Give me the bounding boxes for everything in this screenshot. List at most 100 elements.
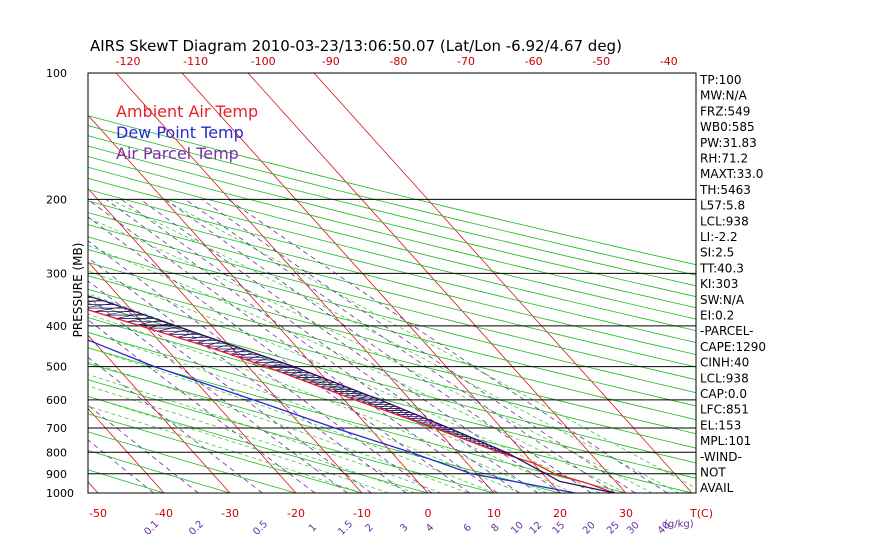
mixing-ratio-unit-label: (g/kg) (664, 519, 694, 530)
pressure-tick-label: 700 (46, 422, 67, 435)
cape-hatch-line (361, 397, 375, 403)
cape-hatch-line (437, 424, 442, 430)
mixing-ratio-tick-label: 20 (581, 520, 598, 537)
dry-adiabat-line (88, 177, 696, 332)
bottom-temp-tick-label: -30 (221, 507, 239, 520)
stability-index: RH:71.2 (700, 152, 748, 166)
dry-adiabat-line (88, 125, 696, 276)
mixing-ratio-tick-label: 10 (509, 520, 526, 537)
pressure-tick-label: 400 (46, 320, 67, 333)
mixing-ratio-tick-label: 3 (398, 522, 410, 534)
cape-hatch-line (126, 316, 151, 323)
stability-index: LFC:851 (700, 403, 749, 417)
cape-hatch-line (343, 390, 358, 397)
cape-hatch-line (295, 372, 311, 378)
stability-index: CINH:40 (700, 356, 749, 370)
cape-hatch-line (167, 329, 188, 335)
mixing-ratio-line (228, 199, 668, 493)
mixing-ratio-tick-label: 12 (528, 520, 545, 537)
stability-index: MAXT:33.0 (700, 167, 763, 181)
mixing-ratio-tick-label: 8 (489, 522, 501, 534)
cape-hatch-line (332, 386, 347, 392)
top-temp-tick-label: -80 (389, 55, 407, 68)
stability-index: SI:2.5 (700, 246, 734, 260)
dry-adiabat-line (88, 379, 495, 493)
mixing-ratio-tick-label: 15 (551, 520, 568, 537)
moist-adiabat-line (88, 270, 600, 493)
pressure-tick-label: 300 (46, 267, 67, 280)
cape-hatch-line (147, 323, 170, 329)
stability-index: -PARCEL- (700, 324, 754, 338)
stability-index: CAPE:1290 (700, 340, 766, 354)
cape-hatch-line (105, 310, 132, 316)
mixing-ratio-tick-label: 0.2 (187, 519, 206, 538)
bottom-temp-tick-label: -50 (89, 507, 107, 520)
dry-adiabat-line (88, 145, 696, 298)
dry-adiabat-line (88, 288, 696, 449)
chart-title: AIRS SkewT Diagram 2010-03-23/13:06:50.0… (90, 37, 622, 55)
top-temp-tick-label: -50 (592, 55, 610, 68)
cape-hatch-line (314, 379, 329, 385)
cape-hatch-line (406, 413, 414, 419)
cape-hatch-line (195, 338, 213, 344)
cape-hatch-line (230, 349, 246, 355)
stability-index: AVAIL (700, 481, 734, 495)
stability-index: SW:N/A (700, 293, 745, 307)
temperature-profile-line (88, 309, 615, 493)
cape-hatch-line (378, 403, 390, 409)
cape-hatch-line (320, 381, 335, 388)
stability-index: KI:303 (700, 277, 738, 291)
cape-hatch-line (0, 277, 27, 282)
cape-hatch-line (177, 332, 196, 338)
isotherm-line (247, 73, 627, 493)
stability-index: L57:5.8 (700, 199, 745, 213)
mixing-ratio-tick-label: 1 (307, 522, 319, 534)
cape-hatch-line (452, 430, 455, 435)
cape-hatch-line (11, 281, 40, 286)
stability-index: MW:N/A (700, 89, 748, 103)
cape-hatch-line (238, 352, 254, 358)
bottom-temp-tick-label: -40 (155, 507, 173, 520)
cape-hatch-line (433, 422, 437, 428)
mixing-ratio-tick-label: 25 (605, 520, 622, 537)
bottom-temp-tick-label: 10 (487, 507, 501, 520)
pressure-tick-label: 100 (46, 67, 67, 80)
cape-hatch-line (373, 401, 385, 407)
cape-hatch-line (137, 319, 161, 326)
isotherm-line (313, 73, 693, 493)
cape-hatch-line (275, 365, 291, 371)
cape-hatch-line (395, 409, 405, 415)
mixing-ratio-line (201, 199, 636, 493)
cape-hatch-line (93, 306, 122, 312)
pressure-tick-label: 200 (46, 193, 67, 206)
dry-adiabat-line (88, 135, 696, 287)
isotherm-line (88, 187, 363, 493)
dry-adiabat-line (88, 115, 696, 266)
pressure-tick-label: 900 (46, 468, 67, 481)
cape-hatch-line (307, 377, 323, 383)
top-temp-tick-label: -70 (457, 55, 475, 68)
cape-hatch-line (115, 313, 142, 319)
cape-hatch-line (367, 399, 380, 405)
cape-hatching (0, 277, 514, 457)
cape-hatch-line (282, 367, 298, 374)
stability-index: LCL:938 (700, 214, 749, 228)
parcel-profile-line (88, 295, 615, 493)
legend-dew-point-temp: Dew Point Temp (116, 123, 244, 142)
stability-index: WB0:585 (700, 120, 755, 134)
pressure-tick-label: 800 (46, 446, 67, 459)
cape-hatch-line (442, 426, 446, 432)
mixing-ratio-line (105, 199, 520, 493)
cape-hatch-line (288, 370, 305, 376)
mixing-ratio-line (185, 199, 616, 493)
cape-hatch-line (213, 344, 230, 350)
cape-hatch-line (222, 346, 238, 353)
moist-adiabat-line (109, 199, 679, 493)
cape-hatch-line (301, 374, 317, 381)
bottom-temp-tick-label: 20 (553, 507, 567, 520)
y-axis-label: PRESSURE (MB) (71, 243, 85, 338)
dry-adiabat-line (88, 332, 693, 493)
cape-hatch-line (390, 407, 400, 413)
stability-index: TP:100 (699, 73, 742, 87)
